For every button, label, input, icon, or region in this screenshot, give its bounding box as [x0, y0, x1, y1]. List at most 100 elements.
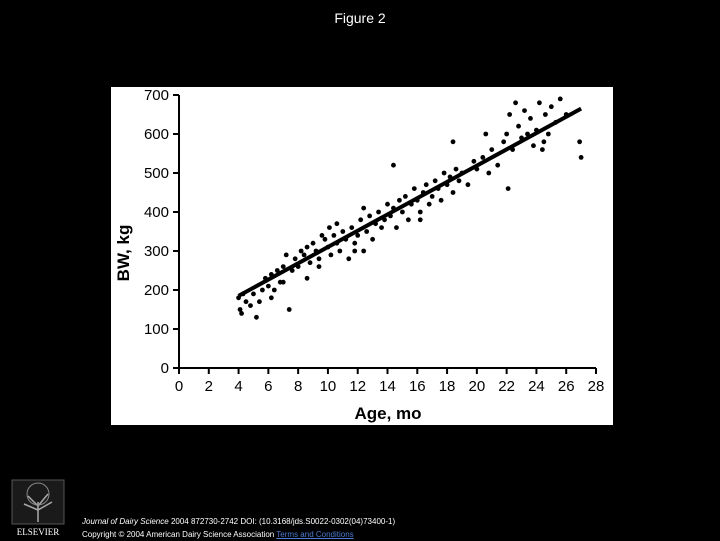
x-tick-label: 18: [439, 378, 456, 395]
data-point: [304, 275, 310, 281]
y-tick-label: 0: [161, 360, 169, 377]
copyright-text: Copyright © 2004 American Dairy Science …: [82, 530, 275, 539]
data-point: [441, 170, 447, 176]
data-point: [376, 209, 381, 215]
data-point: [417, 209, 423, 215]
x-tick-label: 16: [409, 378, 426, 395]
terms-and-conditions-link[interactable]: Terms and Conditions: [276, 530, 354, 539]
y-tick-label: 700: [144, 87, 169, 104]
data-point: [438, 197, 444, 203]
data-point: [310, 240, 316, 246]
x-tick-label: 26: [558, 378, 575, 395]
x-tick-label: 2: [205, 378, 213, 395]
data-point: [274, 268, 280, 273]
x-tick-label: 24: [528, 378, 545, 395]
data-point: [541, 139, 547, 145]
y-tick-label: 300: [144, 243, 169, 260]
data-point: [486, 170, 492, 176]
data-point: [426, 201, 432, 207]
data-point: [504, 131, 510, 137]
data-point: [516, 123, 521, 129]
data-point: [489, 147, 495, 152]
data-point: [331, 233, 337, 238]
x-axis-label: Age, mo: [354, 404, 421, 423]
elsevier-logo-text: ELSEVIER: [17, 527, 60, 537]
data-point: [432, 178, 438, 184]
data-point: [370, 236, 376, 242]
data-point: [480, 155, 486, 160]
x-tick-label: 22: [498, 378, 515, 395]
data-point: [557, 96, 563, 102]
data-point: [301, 252, 307, 258]
data-point: [316, 256, 322, 262]
data-point: [251, 291, 256, 297]
data-point: [483, 131, 489, 137]
axes: 0 2 4 6 8 10 12 14 16 18 20 22 24 26 28010020030040050…: [144, 87, 604, 395]
data-point: [450, 190, 456, 195]
data-point: [367, 213, 373, 219]
data-point: [257, 299, 262, 305]
y-axis-label: BW, kg: [114, 225, 133, 282]
data-point: [465, 182, 471, 188]
data-point: [346, 256, 352, 262]
data-point: [537, 100, 542, 106]
data-point: [405, 217, 411, 223]
data-point: [397, 197, 402, 203]
slide-title: Figure 2: [334, 10, 386, 26]
citation-details: 2004 872730-2742 DOI: (10.3168/jds.S0022…: [170, 517, 396, 526]
data-point: [243, 299, 249, 305]
data-point: [548, 104, 554, 110]
data-point: [322, 236, 328, 242]
data-point: [328, 252, 334, 258]
data-point: [501, 139, 507, 145]
data-point: [402, 194, 408, 199]
data-point: [316, 264, 322, 269]
data-point: [399, 209, 405, 215]
y-tick-label: 100: [144, 321, 169, 338]
x-tick-label: 4: [234, 378, 242, 395]
x-tick-label: 0: [175, 378, 183, 395]
data-point: [364, 229, 370, 234]
data-point: [307, 260, 313, 266]
y-tick-label: 200: [144, 282, 169, 299]
data-point: [327, 225, 332, 231]
data-point: [542, 112, 548, 117]
journal-name: Journal of Dairy Science: [82, 517, 169, 526]
data-point: [495, 162, 501, 168]
data-point: [471, 158, 477, 164]
data-point: [239, 311, 244, 316]
data-point: [539, 147, 545, 152]
x-tick-label: 14: [379, 378, 396, 395]
data-point: [394, 225, 399, 231]
data-point: [358, 217, 364, 223]
data-point: [391, 162, 396, 168]
data-point: [450, 139, 456, 145]
scatter-chart: 0 2 4 6 8 10 12 14 16 18 20 22 24 26 28010020030040050…: [114, 87, 604, 423]
y-tick-label: 600: [144, 126, 169, 143]
data-point: [453, 166, 459, 172]
data-point: [528, 116, 533, 121]
data-point: [423, 182, 429, 188]
data-point: [352, 240, 358, 246]
trend-line: [237, 106, 583, 298]
x-tick-label: 10: [320, 378, 337, 395]
data-point: [531, 143, 536, 149]
data-point: [340, 229, 346, 234]
x-tick-label: 6: [264, 378, 272, 395]
data-point: [417, 217, 423, 223]
data-point: [545, 131, 551, 137]
citation-block: Journal of Dairy Science 2004 872730-274…: [82, 515, 395, 541]
data-point: [513, 100, 518, 106]
data-point: [577, 139, 583, 145]
data-point: [237, 307, 243, 312]
data-point: [522, 108, 527, 113]
data-point: [456, 178, 462, 184]
data-point: [248, 303, 253, 308]
data-point: [355, 233, 361, 238]
data-point: [334, 221, 340, 227]
data-points: [236, 96, 584, 320]
y-tick-label: 400: [144, 204, 169, 221]
data-point: [260, 287, 265, 293]
data-point: [304, 244, 310, 250]
data-point: [505, 186, 511, 191]
